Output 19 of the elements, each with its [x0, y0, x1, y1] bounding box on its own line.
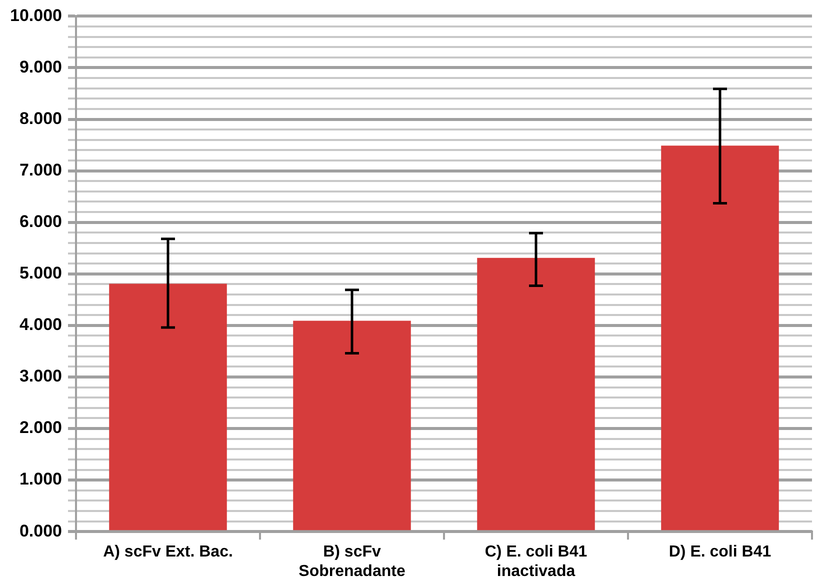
x-tick-label: C) E. coli B41 inactivada: [484, 544, 588, 580]
y-tick-label: 1.000: [19, 470, 62, 489]
x-tick-label: D) E. coli B41: [668, 544, 772, 561]
x-tick-label: B) scFv Sobrenadante: [298, 544, 406, 580]
bar: [109, 284, 227, 530]
y-tick-label: 7.000: [19, 160, 62, 180]
y-tick-label: 5.000: [19, 264, 62, 283]
x-tick-label: A) scFv Ext. Bac.: [103, 544, 233, 561]
y-tick-label: 2.000: [19, 418, 62, 438]
y-tick-label: 9.000: [19, 57, 62, 76]
y-tick-label: 0.000: [19, 521, 62, 540]
y-tick-label: 3.000: [19, 366, 62, 386]
bar: [293, 320, 411, 530]
y-tick-label: 6.000: [19, 212, 62, 232]
bar: [477, 258, 595, 530]
y-tick-label: 10.000: [10, 6, 62, 25]
y-tick-label: 4.000: [19, 315, 62, 334]
bar: [661, 146, 779, 530]
y-tick-label: 8.000: [19, 108, 62, 128]
